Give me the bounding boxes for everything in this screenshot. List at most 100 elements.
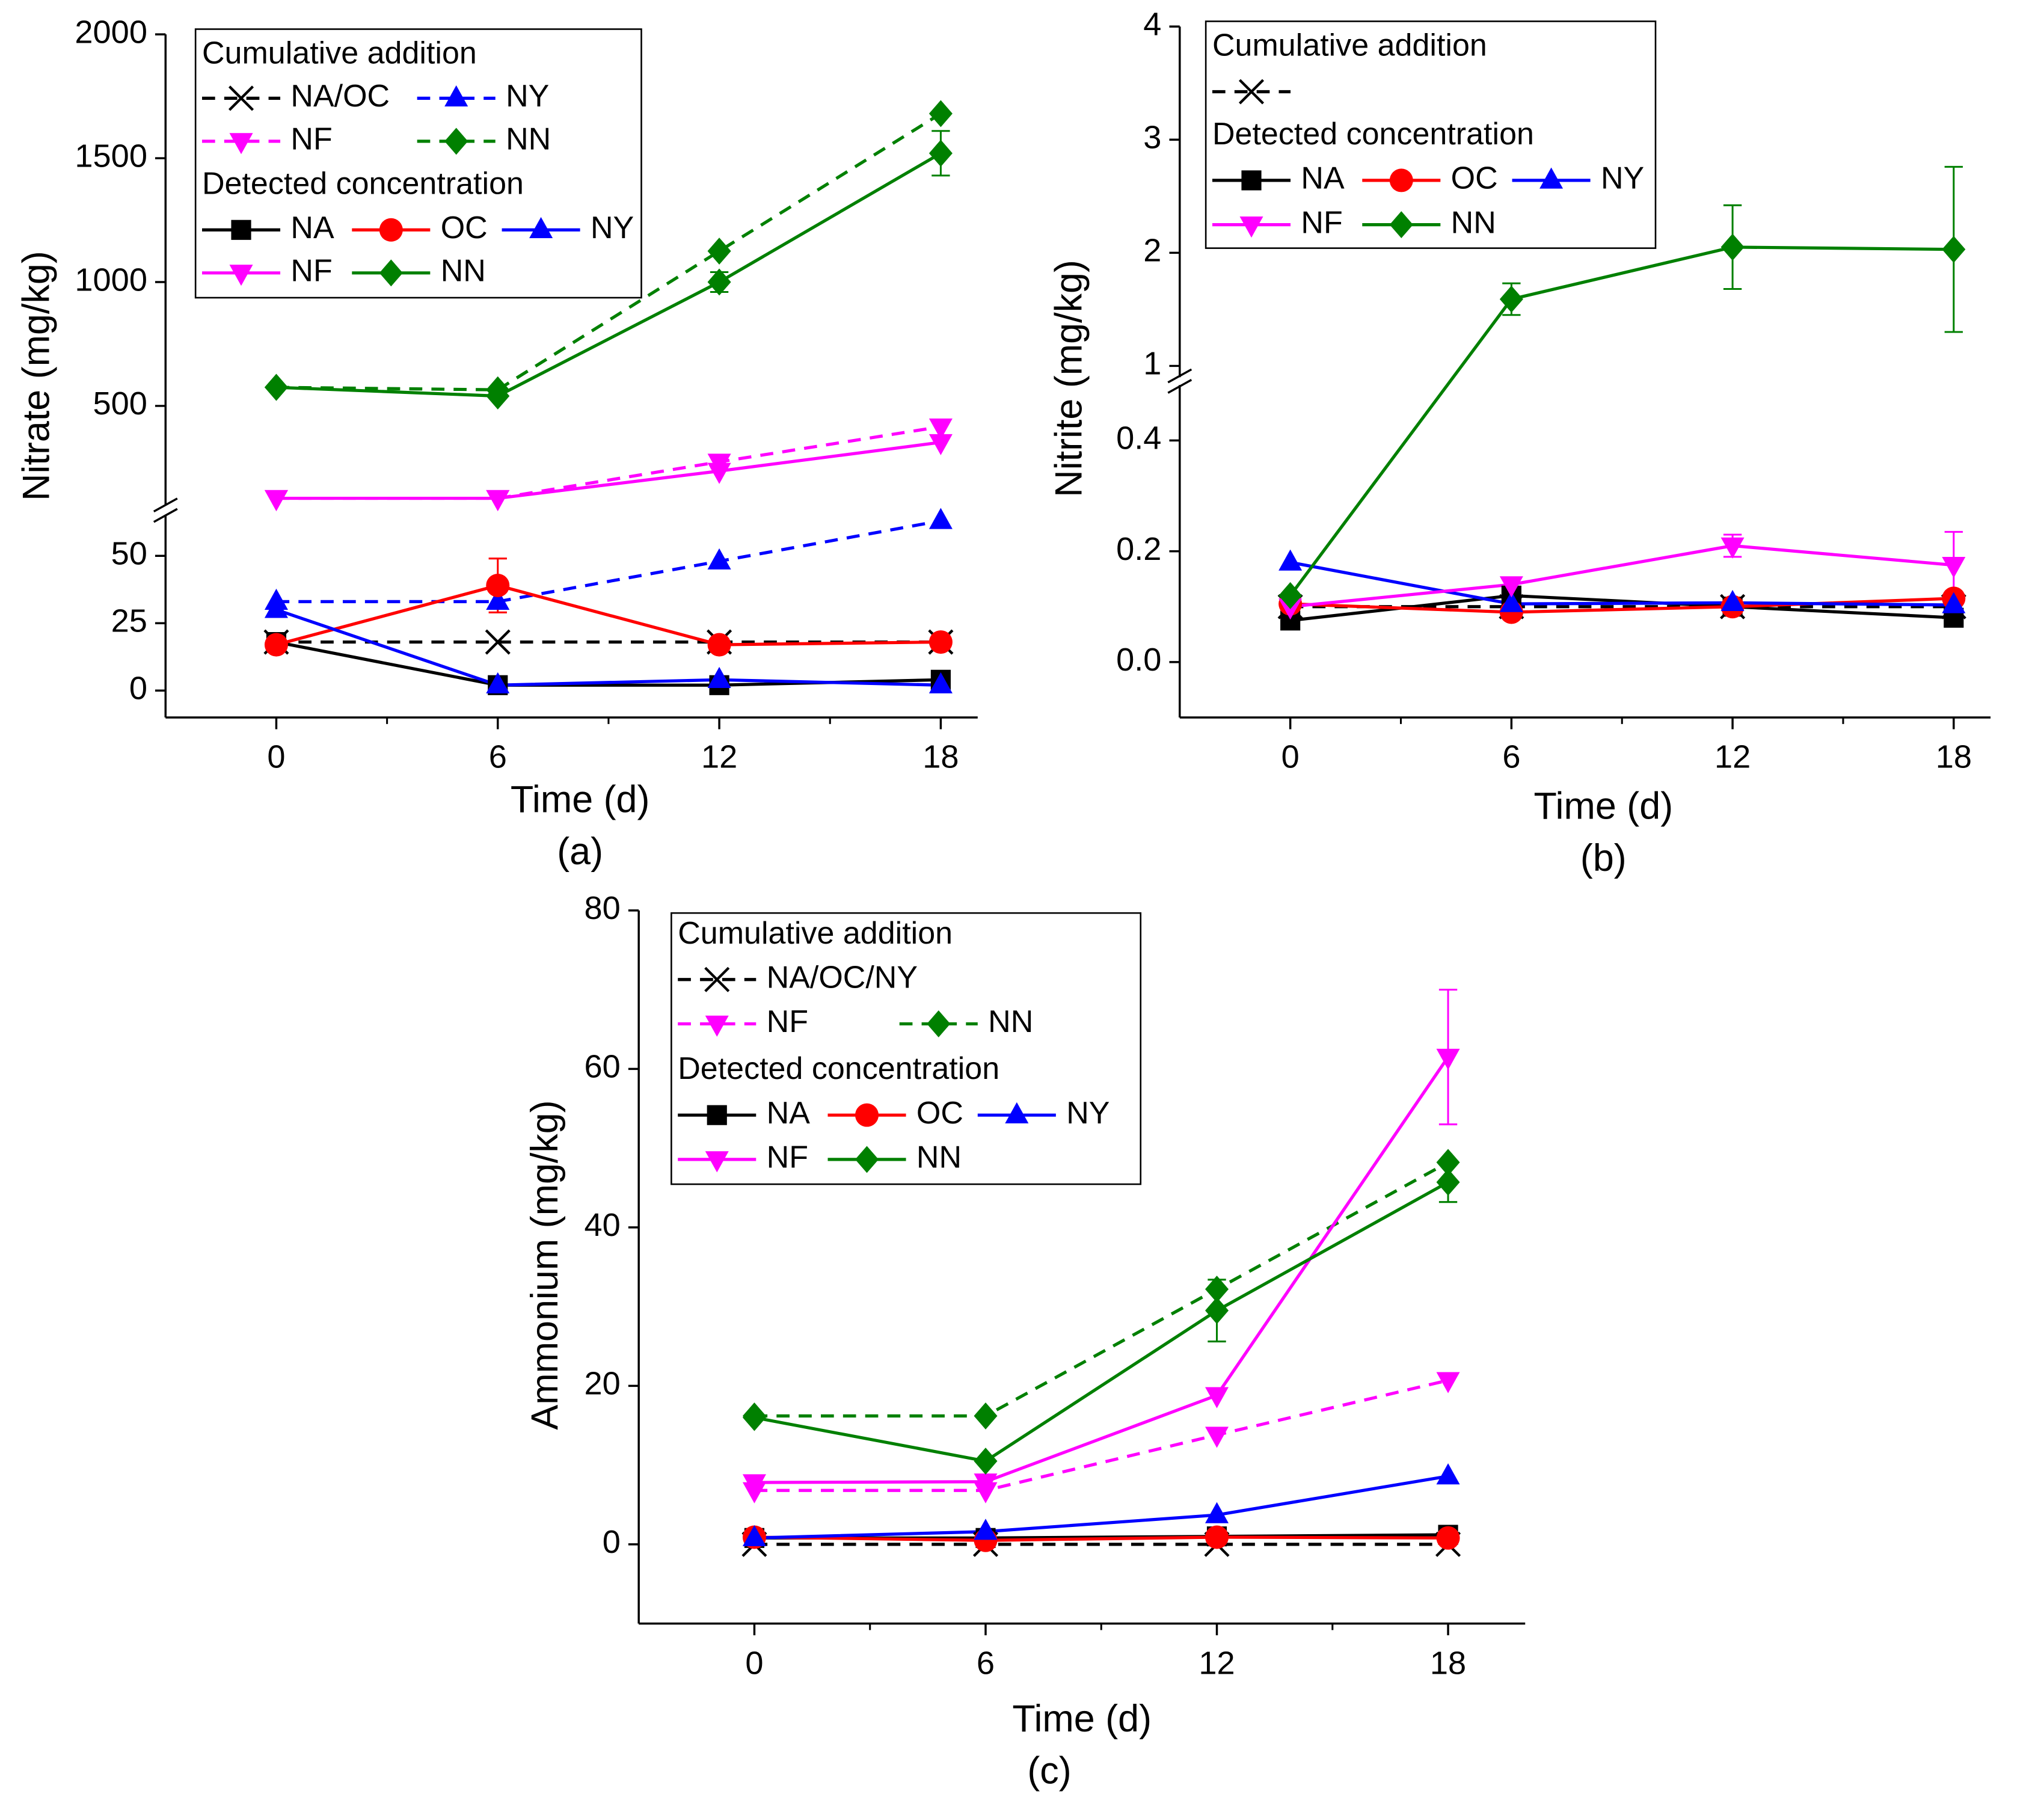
- legend-marker: [705, 1151, 729, 1173]
- x-axis-label: Time (d): [1533, 785, 1673, 827]
- legend-label: OC: [441, 210, 488, 245]
- marker: [974, 1448, 998, 1475]
- marker: [1436, 1048, 1460, 1070]
- legend-group-title: Detected concentration: [202, 166, 524, 201]
- legend-marker: [704, 966, 730, 992]
- marker: [742, 1404, 766, 1431]
- marker: [1720, 537, 1745, 559]
- marker: [1499, 591, 1523, 612]
- marker: [1436, 1149, 1460, 1176]
- panel: 0 20 40 60 80 0 6 12 18 Time (d) Ammonium (mg/kg) (…: [524, 890, 1526, 1792]
- legend-label: NN: [988, 1004, 1033, 1039]
- y-tick-label: 500: [93, 385, 147, 422]
- legend-label: NF: [290, 122, 332, 157]
- marker: [928, 434, 953, 455]
- y-tick-label: 0: [603, 1524, 621, 1560]
- x-tick-label: 6: [489, 739, 507, 775]
- legend-group-title: Cumulative addition: [202, 36, 477, 71]
- x-tick-label: 6: [1502, 739, 1520, 775]
- marker: [1720, 589, 1745, 611]
- legend-box: [194, 28, 642, 299]
- y-tick-label: 80: [585, 890, 621, 926]
- marker: [1436, 1169, 1460, 1196]
- marker: [1205, 1502, 1229, 1523]
- legend-marker: [927, 1010, 951, 1037]
- legend-marker: [707, 1105, 727, 1125]
- legend-label: NY: [1601, 161, 1644, 196]
- legend-label: NF: [767, 1004, 808, 1039]
- legend-label: NF: [1301, 205, 1342, 240]
- series-line: [275, 640, 941, 687]
- marker: [1499, 286, 1523, 313]
- marker: [1205, 1427, 1229, 1448]
- legend-label: NN: [1451, 205, 1496, 240]
- legend-label: OC: [1451, 161, 1498, 196]
- legend-marker: [855, 1103, 879, 1127]
- x-tick-label: 12: [701, 739, 737, 775]
- legend-marker: [1238, 79, 1265, 105]
- marker: [974, 1519, 998, 1540]
- marker: [928, 418, 953, 440]
- y-tick-label: 3: [1143, 120, 1161, 156]
- y-tick-label: 0.0: [1116, 642, 1161, 678]
- x-tick-label: 18: [922, 739, 959, 775]
- series-line: [1289, 245, 1954, 597]
- legend-label: NN: [916, 1140, 962, 1175]
- y-tick-label: 0: [129, 671, 147, 707]
- series-line: [275, 608, 941, 687]
- legend-marker: [444, 127, 468, 155]
- x-axis-label: Time (d): [1012, 1698, 1152, 1740]
- legend-group-title: Detected concentration: [678, 1051, 999, 1086]
- y-axis-label: Nitrite (mg/kg): [1048, 260, 1090, 497]
- legend-marker: [529, 217, 553, 238]
- series-line: [276, 425, 941, 500]
- marker: [1436, 1463, 1460, 1485]
- x-axis-label: Time (d): [511, 779, 650, 821]
- marker: [486, 382, 510, 410]
- series-line: [1290, 544, 1954, 609]
- legend-label: NN: [506, 122, 551, 157]
- marker: [928, 100, 953, 127]
- x-tick-label: 18: [1430, 1645, 1466, 1681]
- caption: (a): [557, 831, 603, 873]
- legend-label: NN: [441, 254, 486, 289]
- legend-marker: [228, 85, 254, 111]
- legend-label: NY: [591, 210, 634, 245]
- legend-label: NF: [767, 1140, 808, 1175]
- marker: [1205, 1387, 1229, 1408]
- legend-label: NA/OC: [290, 79, 390, 114]
- series-line: [753, 1181, 1449, 1463]
- legend-group-title: Cumulative addition: [1212, 28, 1487, 63]
- y-axis-label: Ammonium (mg/kg): [524, 1100, 566, 1430]
- x-tick-label: 0: [745, 1645, 763, 1681]
- panel: 0 25 50 500 1000 1500 2000 0 6 12 18 Time (d) Nitrat…: [16, 14, 978, 873]
- y-tick-label: 4: [1143, 6, 1161, 42]
- legend-label: NA: [290, 210, 334, 245]
- marker: [928, 508, 953, 529]
- caption: (c): [1027, 1749, 1071, 1792]
- legend-marker: [231, 220, 251, 240]
- legend-marker: [1241, 170, 1262, 191]
- series-line: [754, 1056, 1450, 1484]
- marker: [1720, 233, 1745, 261]
- legend-marker: [1389, 168, 1413, 192]
- series-line: [275, 583, 941, 647]
- marker: [485, 629, 511, 655]
- series-line: [1290, 561, 1954, 607]
- y-tick-label: 1000: [75, 262, 147, 298]
- y-tick-label: 40: [585, 1207, 621, 1243]
- marker: [1942, 236, 1966, 263]
- x-tick-label: 12: [1714, 739, 1751, 775]
- marker: [707, 633, 731, 657]
- y-tick-label: 0.2: [1116, 531, 1161, 567]
- marker: [707, 462, 731, 484]
- x-tick-label: 0: [1281, 739, 1300, 775]
- legend-label: NF: [290, 254, 332, 289]
- legend-marker: [444, 85, 468, 107]
- marker: [974, 1473, 998, 1495]
- y-tick-label: 60: [585, 1049, 621, 1085]
- legend-label: NA: [767, 1096, 811, 1131]
- axis-break: [1167, 368, 1192, 394]
